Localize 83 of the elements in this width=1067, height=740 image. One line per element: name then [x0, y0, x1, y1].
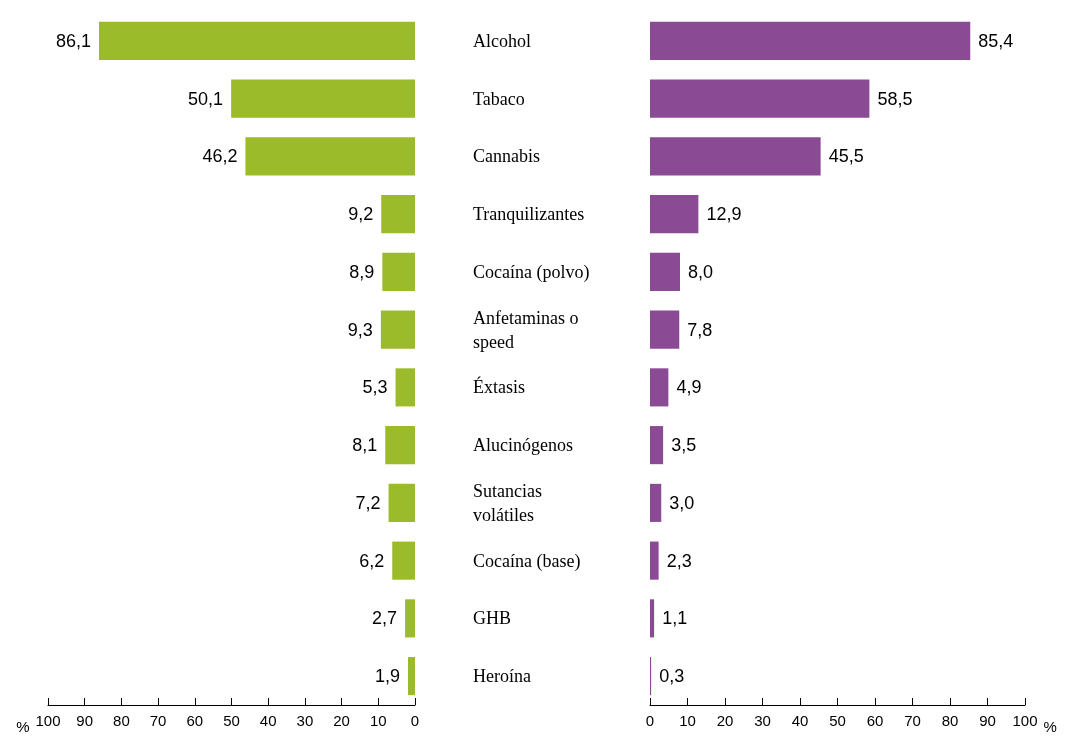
data-label: 0,3 — [659, 666, 685, 687]
bar — [392, 541, 415, 580]
bar — [231, 79, 415, 118]
bar — [650, 368, 669, 407]
x-tick-label: 90 — [979, 712, 996, 729]
x-tick-label: 60 — [866, 712, 884, 729]
x-tick-label: 20 — [333, 712, 350, 729]
data-label: 2,7 — [372, 608, 398, 629]
x-tick-label: 0 — [645, 712, 655, 729]
bar — [650, 252, 680, 291]
y-tick-label: Cocaína (base) — [473, 550, 581, 572]
data-label: 1,9 — [375, 666, 401, 687]
bar — [380, 310, 415, 349]
x-tick-label: 0 — [410, 712, 420, 729]
data-label: 45,5 — [828, 146, 864, 167]
data-label: 7,2 — [355, 492, 381, 513]
x-tick-label: 40 — [259, 712, 277, 729]
x-tick-label: 30 — [754, 712, 771, 729]
bar — [245, 137, 415, 176]
bar — [650, 195, 699, 234]
data-label: 9,2 — [348, 204, 374, 225]
data-label: 8,1 — [352, 435, 378, 456]
x-tick-label: 40 — [791, 712, 809, 729]
bar — [99, 21, 415, 60]
data-label: 8,0 — [688, 261, 714, 282]
y-tick-label: Tabaco — [473, 88, 525, 109]
data-label: 86,1 — [55, 30, 92, 51]
x-tick-label: 90 — [76, 712, 94, 729]
y-tick-label: Sutancias volátiles — [473, 480, 547, 525]
bar — [650, 426, 664, 465]
data-label: 6,2 — [359, 550, 385, 571]
x-tick-label: 100 — [1012, 712, 1038, 729]
data-label: 7,8 — [687, 319, 713, 340]
y-tick-label: Cocaína (polvo) — [473, 261, 590, 283]
data-label: 1,1 — [662, 608, 688, 629]
bar — [650, 137, 821, 176]
data-label: 2,3 — [666, 550, 692, 571]
x-tick-label: 80 — [113, 712, 130, 729]
bar — [408, 657, 415, 696]
y-tick-label: Alcohol — [473, 30, 531, 51]
x-tick-label: 10 — [679, 712, 696, 729]
bar — [650, 21, 971, 60]
bar — [650, 483, 662, 522]
data-label: 9,3 — [347, 319, 373, 340]
data-label: 5,3 — [362, 377, 388, 398]
x-tick-label: 70 — [149, 712, 167, 729]
data-label: 50,1 — [188, 88, 224, 109]
y-tick-label: Éxtasis — [473, 376, 525, 398]
bar — [385, 426, 415, 465]
data-label: 3,5 — [671, 435, 697, 456]
x-axis-title: % — [1043, 718, 1057, 735]
data-label: 8,9 — [349, 261, 375, 282]
data-label: 12,9 — [706, 204, 742, 225]
y-tick-label: Tranquilizantes — [473, 204, 585, 225]
bar — [395, 368, 415, 407]
x-tick-label: 70 — [904, 712, 921, 729]
bar — [650, 310, 680, 349]
bar — [405, 599, 415, 638]
data-label: 85,4 — [978, 30, 1014, 51]
data-label: 46,2 — [202, 146, 238, 167]
data-label: 3,0 — [669, 492, 695, 513]
y-tick-label: Alucinógenos — [473, 435, 573, 456]
x-tick-label: 30 — [296, 712, 314, 729]
bar — [650, 541, 659, 580]
bar — [382, 252, 415, 291]
bar — [650, 599, 655, 638]
x-axis-title: % — [16, 718, 30, 735]
x-tick-label: 60 — [186, 712, 204, 729]
y-tick-label: Heroína — [473, 666, 531, 687]
x-tick-label: 80 — [941, 712, 959, 729]
bar — [650, 79, 870, 118]
x-tick-label: 50 — [223, 712, 240, 729]
data-label: 58,5 — [877, 88, 913, 109]
x-tick-label: 100 — [35, 712, 61, 729]
y-tick-label: GHB — [473, 608, 512, 629]
bar — [388, 483, 415, 522]
bar — [381, 195, 415, 234]
y-tick-label: Cannabis — [473, 146, 540, 167]
x-tick-label: 50 — [829, 712, 846, 729]
x-tick-label: 20 — [716, 712, 734, 729]
x-tick-label: 10 — [369, 712, 387, 729]
data-label: 4,9 — [676, 377, 702, 398]
y-tick-label: Anfetaminas o speed — [473, 307, 583, 352]
